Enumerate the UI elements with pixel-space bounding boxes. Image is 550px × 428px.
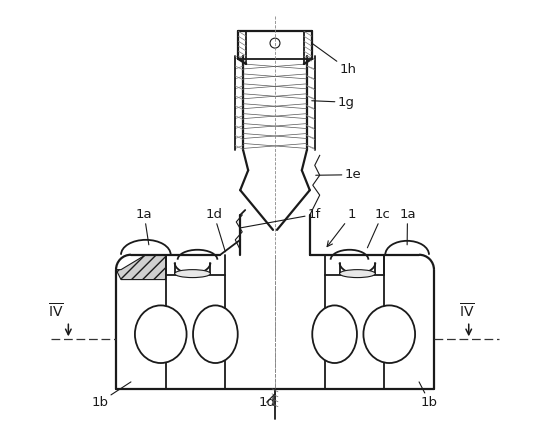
- Text: 1h: 1h: [312, 43, 356, 76]
- Ellipse shape: [193, 306, 238, 363]
- Text: 1b: 1b: [419, 382, 438, 409]
- Text: $\overline{\rm IV}$: $\overline{\rm IV}$: [459, 302, 475, 320]
- Text: $\overline{\rm IV}$: $\overline{\rm IV}$: [48, 302, 64, 320]
- Ellipse shape: [339, 270, 375, 278]
- Text: 1f: 1f: [240, 208, 321, 228]
- Ellipse shape: [312, 306, 357, 363]
- Polygon shape: [116, 255, 166, 279]
- Text: 1d: 1d: [206, 208, 225, 252]
- Text: 1e: 1e: [316, 168, 361, 181]
- Ellipse shape: [270, 38, 280, 48]
- Text: 1c: 1c: [367, 208, 390, 248]
- Ellipse shape: [135, 306, 186, 363]
- Text: 1: 1: [327, 208, 356, 247]
- Text: 1a: 1a: [399, 208, 416, 245]
- Text: 1g: 1g: [312, 96, 355, 109]
- Ellipse shape: [175, 270, 211, 278]
- Text: 1a: 1a: [136, 208, 152, 245]
- Ellipse shape: [364, 306, 415, 363]
- Text: 1d: 1d: [258, 394, 275, 409]
- Text: 1b: 1b: [91, 382, 131, 409]
